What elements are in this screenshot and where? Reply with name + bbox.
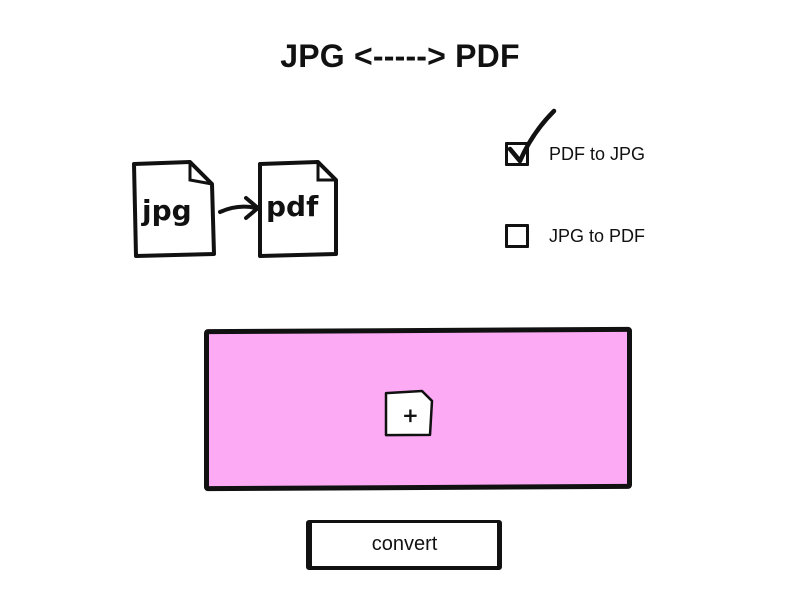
add-file-button[interactable]: + xyxy=(384,389,434,437)
conversion-illustration: jpg pdf xyxy=(120,150,350,270)
add-file-icon: + xyxy=(384,389,434,437)
add-file-plus: + xyxy=(402,403,419,427)
pdf-to-jpg-checkbox[interactable] xyxy=(505,108,557,166)
pdf-file-icon: pdf xyxy=(258,160,338,258)
conversion-options: PDF to JPG JPG to PDF xyxy=(505,108,765,280)
pdf-file-label: pdf xyxy=(266,190,319,223)
jpg-file-label: jpg xyxy=(141,194,192,227)
file-drop-zone[interactable]: + xyxy=(204,326,632,492)
arrow-right-icon xyxy=(218,196,260,220)
convert-button[interactable]: convert xyxy=(306,520,502,570)
pdf-to-jpg-label: PDF to JPG xyxy=(549,143,646,164)
option-jpg-to-pdf[interactable]: JPG to PDF xyxy=(505,224,645,248)
jpg-to-pdf-checkbox[interactable] xyxy=(505,224,529,248)
page-title: JPG <-----> PDF xyxy=(280,38,520,74)
jpg-to-pdf-label: JPG to PDF xyxy=(549,225,646,246)
option-pdf-to-jpg[interactable]: PDF to JPG xyxy=(505,108,646,166)
jpg-file-icon: jpg xyxy=(132,160,216,258)
conversion-illustration-graphic: jpg pdf xyxy=(132,160,338,258)
